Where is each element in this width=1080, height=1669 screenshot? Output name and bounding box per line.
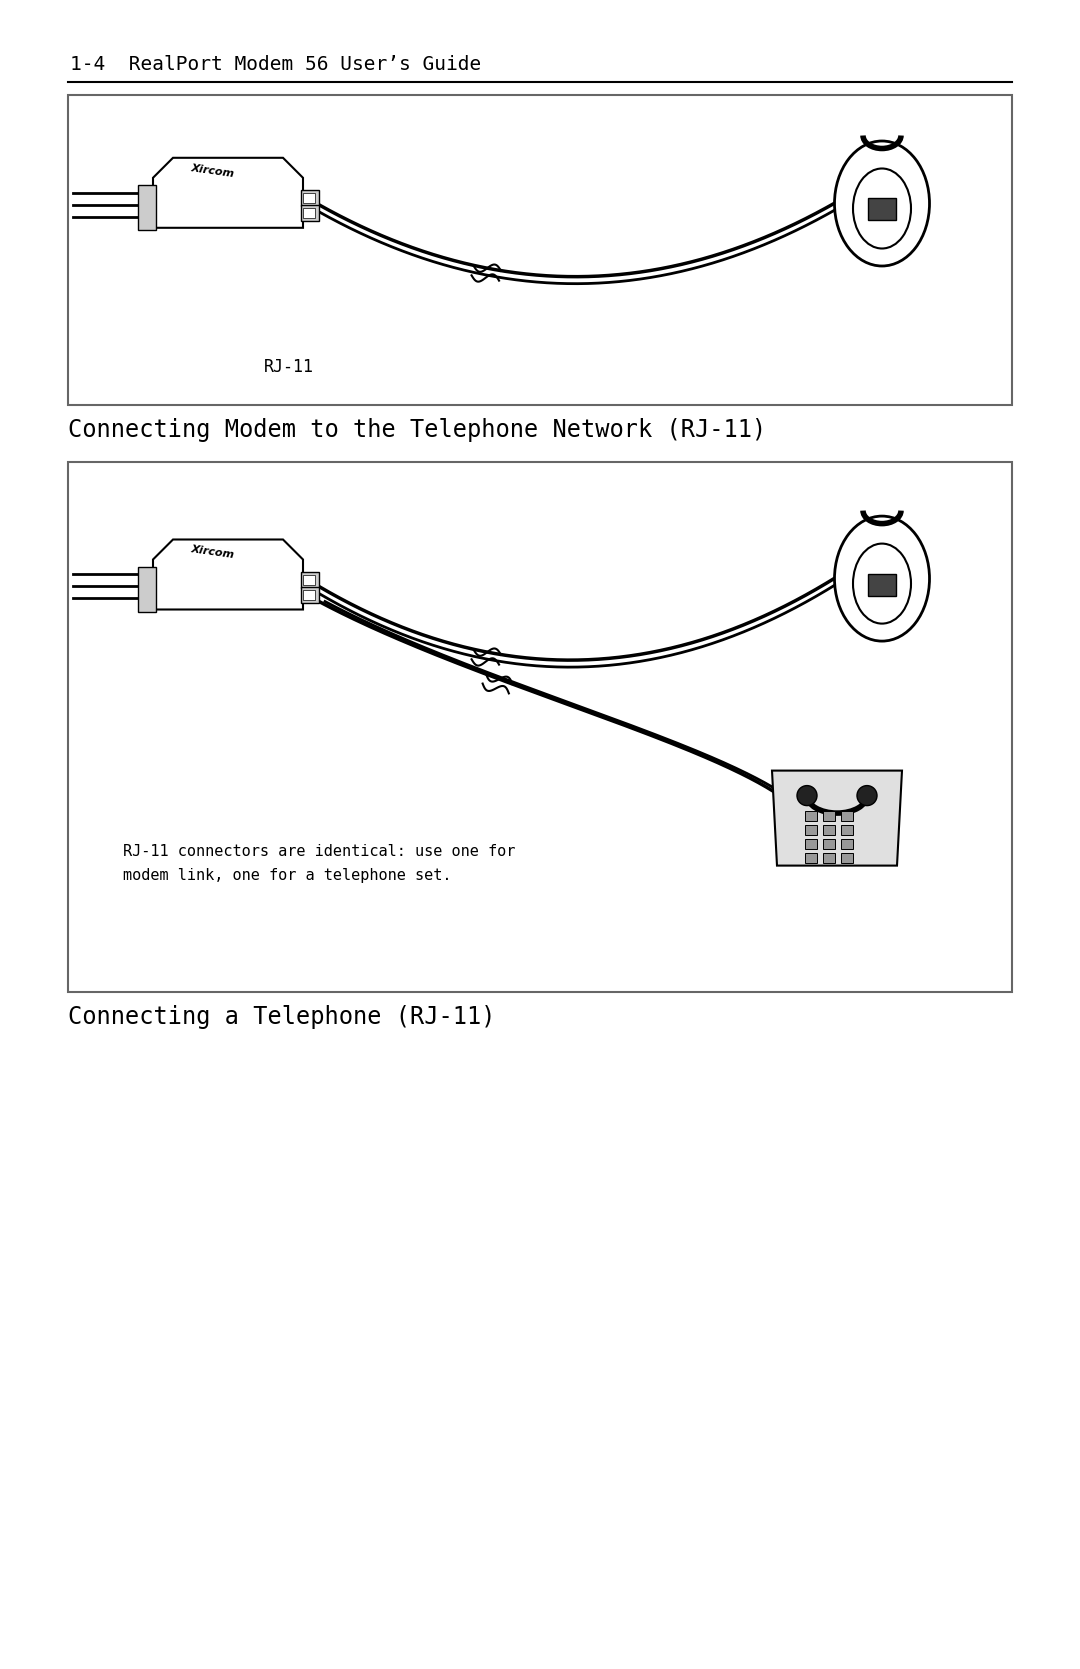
Polygon shape (153, 159, 303, 227)
Ellipse shape (853, 169, 912, 249)
Circle shape (797, 786, 816, 806)
Bar (823, 824, 835, 834)
Bar (138, 566, 156, 611)
Text: Connecting a Telephone (RJ-11): Connecting a Telephone (RJ-11) (68, 1005, 496, 1030)
Bar (841, 824, 853, 834)
Text: Connecting Modem to the Telephone Network (RJ-11): Connecting Modem to the Telephone Networ… (68, 417, 766, 442)
Text: RJ-11: RJ-11 (264, 359, 314, 377)
Bar (841, 853, 853, 863)
Bar (68, 462, 1012, 991)
Bar (823, 853, 835, 863)
Bar (805, 853, 816, 863)
Bar (303, 589, 315, 599)
Bar (823, 811, 835, 821)
Bar (68, 95, 1012, 406)
Text: Xircom: Xircom (190, 544, 235, 561)
Ellipse shape (835, 516, 930, 641)
Bar (805, 824, 816, 834)
Bar (303, 574, 315, 584)
Bar (841, 838, 853, 848)
Bar (868, 199, 896, 220)
Bar (301, 586, 319, 603)
Bar (303, 194, 315, 204)
Bar (301, 190, 319, 205)
Text: 1-4  RealPort Modem 56 User’s Guide: 1-4 RealPort Modem 56 User’s Guide (70, 55, 482, 73)
Text: Xircom: Xircom (190, 164, 235, 179)
Ellipse shape (853, 544, 912, 624)
Bar (138, 185, 156, 230)
Bar (301, 205, 319, 220)
Circle shape (858, 786, 877, 806)
Ellipse shape (835, 140, 930, 265)
Bar (805, 838, 816, 848)
Bar (303, 209, 315, 217)
Bar (301, 571, 319, 587)
Polygon shape (772, 771, 902, 866)
Bar (868, 574, 896, 596)
Text: RJ-11 connectors are identical: use one for
modem link, one for a telephone set.: RJ-11 connectors are identical: use one … (123, 843, 515, 883)
Bar (841, 811, 853, 821)
Bar (805, 811, 816, 821)
Bar (823, 838, 835, 848)
Polygon shape (153, 539, 303, 609)
